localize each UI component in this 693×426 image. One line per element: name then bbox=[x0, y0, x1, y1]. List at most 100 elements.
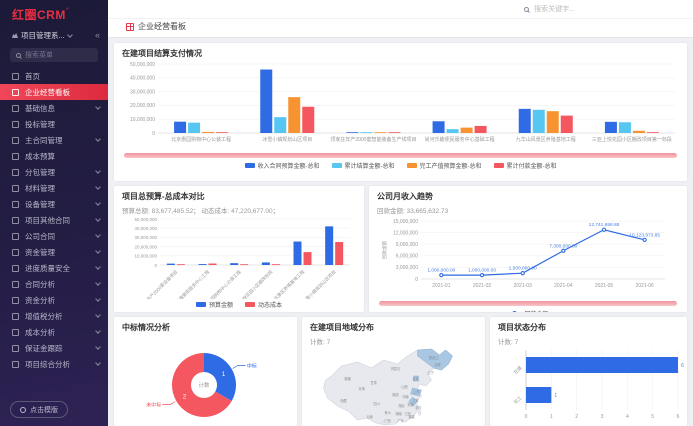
sidebar-item-7[interactable]: 材料管理 bbox=[0, 180, 108, 196]
legend-item[interactable]: 累计付款金额-总和 bbox=[493, 161, 557, 170]
svg-text:湖南: 湖南 bbox=[395, 411, 401, 416]
menu-icon bbox=[12, 296, 19, 304]
svg-text:北京惠园购物中心公装工程: 北京惠园购物中心公装工程 bbox=[171, 136, 231, 143]
panel-status-title: 项目状态分布 bbox=[498, 323, 546, 332]
sidebar-item-6[interactable]: 分包管理 bbox=[0, 164, 108, 180]
sidebar-item-15[interactable]: 增值税分析 bbox=[0, 308, 108, 324]
panel-payment: 在建项目结算支付情况 50,000,000 40,000,000 30,000,00… bbox=[114, 43, 687, 181]
legend-label: 收入合同预算金额-总和 bbox=[257, 164, 320, 170]
menu-icon bbox=[12, 328, 19, 336]
svg-text:三亚上悦花园小区棚改项目第一标段: 三亚上悦花园小区棚改项目第一标段 bbox=[592, 136, 672, 143]
sidebar-item-13[interactable]: 合同分析 bbox=[0, 276, 108, 292]
svg-text:辽宁: 辽宁 bbox=[427, 370, 433, 375]
payment-chart-scrollbar[interactable] bbox=[124, 153, 677, 158]
workspace-label: 项目管理系... bbox=[21, 31, 65, 40]
legend-item[interactable]: 预算金额 bbox=[195, 300, 233, 309]
svg-text:中标: 中标 bbox=[247, 362, 257, 369]
legend-item[interactable]: 回款金额 bbox=[507, 309, 548, 312]
sidebar-item-1[interactable]: 企业经营看板 bbox=[0, 84, 108, 100]
svg-text:40,000,000: 40,000,000 bbox=[134, 226, 157, 231]
income-chart-scrollbar[interactable] bbox=[379, 301, 677, 306]
sidebar-item-label: 合同分析 bbox=[25, 279, 55, 289]
sidebar-item-label: 增值税分析 bbox=[25, 311, 63, 321]
panel-budget-title: 项目总预算-总成本对比 bbox=[122, 192, 205, 201]
sidebar: 红圈CRM° 项目管理系... « 搜索菜单 首页 企业经营看板 基础信息 投标管理主… bbox=[0, 0, 108, 426]
sidebar-item-label: 项目其他合同 bbox=[25, 215, 70, 225]
legend-label: 累计结算金额-总和 bbox=[344, 164, 395, 170]
sidebar-footer: 点击模版 bbox=[10, 401, 68, 418]
menu-icon bbox=[12, 152, 19, 160]
legend-item[interactable]: 完工产值预算金额-总和 bbox=[406, 161, 482, 170]
svg-text:冰雪小镇规划山区项目: 冰雪小镇规划山区项目 bbox=[262, 136, 312, 143]
sidebar-search-input[interactable]: 搜索菜单 bbox=[10, 48, 98, 62]
sidebar-item-18[interactable]: 项目综合分析 bbox=[0, 356, 108, 372]
income-legend: 回款金额 bbox=[377, 309, 679, 312]
svg-text:2: 2 bbox=[575, 414, 578, 420]
chevron-down-icon bbox=[95, 344, 101, 350]
sidebar-item-0[interactable]: 首页 bbox=[0, 68, 108, 84]
svg-text:0: 0 bbox=[154, 263, 157, 268]
svg-text:河南: 河南 bbox=[402, 394, 408, 399]
tab-label: 企业经营看板 bbox=[138, 22, 186, 31]
sidebar-item-8[interactable]: 设备管理 bbox=[0, 196, 108, 212]
sidebar-item-5[interactable]: 成本预算 bbox=[0, 148, 108, 164]
menu-icon bbox=[12, 360, 19, 368]
legend-swatch bbox=[331, 163, 342, 168]
svg-text:1: 1 bbox=[550, 414, 553, 420]
svg-text:9,000,000: 9,000,000 bbox=[396, 242, 418, 248]
svg-text:40,000,000: 40,000,000 bbox=[130, 76, 155, 82]
chevron-down-icon bbox=[95, 184, 101, 190]
sidebar-item-11[interactable]: 资金管理 bbox=[0, 244, 108, 260]
template-button[interactable]: 点击模版 bbox=[10, 401, 68, 418]
workspace-selector[interactable]: 项目管理系... « bbox=[0, 27, 108, 43]
svg-text:内蒙古: 内蒙古 bbox=[391, 366, 401, 371]
legend-label: 回款金额 bbox=[524, 309, 548, 312]
panel-bid: 中标情况分析 1 中标 2 未中标 计数 bbox=[114, 317, 297, 426]
svg-text:0: 0 bbox=[152, 131, 155, 137]
sidebar-item-label: 项目综合分析 bbox=[25, 359, 70, 369]
svg-text:安徽: 安徽 bbox=[407, 402, 414, 407]
menu-icon bbox=[12, 72, 19, 80]
sidebar-item-14[interactable]: 资金分析 bbox=[0, 292, 108, 308]
svg-text:20,000,000: 20,000,000 bbox=[134, 244, 157, 249]
svg-text:回款金额: 回款金额 bbox=[381, 241, 388, 259]
legend-item[interactable]: 累计结算金额-总和 bbox=[331, 161, 395, 170]
sidebar-item-9[interactable]: 项目其他合同 bbox=[0, 212, 108, 228]
svg-text:6: 6 bbox=[681, 363, 684, 369]
sidebar-item-2[interactable]: 基础信息 bbox=[0, 100, 108, 116]
svg-text:陕西: 陕西 bbox=[392, 392, 398, 397]
svg-text:完工: 完工 bbox=[512, 394, 524, 406]
panel-region-subtitle: 计数: 7 bbox=[310, 339, 331, 346]
chevron-down-icon bbox=[95, 328, 101, 334]
panel-status-subtitle: 计数: 7 bbox=[498, 339, 519, 346]
legend-item[interactable]: 收入合同预算金额-总和 bbox=[244, 161, 320, 170]
sidebar-item-17[interactable]: 保证金跟踪 bbox=[0, 340, 108, 356]
taiwan-island bbox=[417, 410, 422, 416]
svg-text:7,300,000.00: 7,300,000.00 bbox=[549, 243, 577, 249]
budget-bar-chart: 50,000,000 40,000,000 30,000,000 20,000,000… bbox=[134, 217, 350, 299]
tab-enterprise-dashboard[interactable]: 企业经营看板 bbox=[118, 21, 194, 37]
svg-text:青海: 青海 bbox=[358, 386, 365, 391]
legend-item[interactable]: 动态成本 bbox=[245, 300, 282, 309]
chevron-down-icon bbox=[95, 104, 101, 110]
search-icon bbox=[16, 52, 21, 58]
sidebar-item-4[interactable]: 主合同管理 bbox=[0, 132, 108, 148]
global-search-input[interactable]: 搜索关键字... bbox=[534, 6, 575, 13]
sidebar-item-12[interactable]: 进度质量安全 bbox=[0, 260, 108, 276]
collapse-sidebar-icon[interactable]: « bbox=[94, 30, 100, 40]
sidebar-item-16[interactable]: 成本分析 bbox=[0, 324, 108, 340]
sidebar-item-3[interactable]: 投标管理 bbox=[0, 116, 108, 132]
chevron-down-icon bbox=[95, 280, 101, 286]
legend-label: 累计付款金额-总和 bbox=[506, 164, 557, 170]
province-highlight-jiangsu bbox=[408, 396, 418, 407]
svg-text:10,000,000: 10,000,000 bbox=[134, 254, 157, 259]
sidebar-item-10[interactable]: 公司合同 bbox=[0, 228, 108, 244]
dashboard-row-3: 中标情况分析 1 中标 2 未中标 计数 在建项目地域分布 计数: 7 新疆 西藏青 bbox=[114, 317, 687, 426]
svg-text:计数: 计数 bbox=[198, 381, 210, 389]
svg-text:贵州: 贵州 bbox=[384, 410, 390, 415]
svg-text:未中标: 未中标 bbox=[146, 401, 161, 408]
sidebar-item-label: 资金管理 bbox=[25, 247, 55, 257]
sidebar-item-label: 设备管理 bbox=[25, 199, 55, 209]
chevron-down-icon bbox=[95, 312, 101, 318]
